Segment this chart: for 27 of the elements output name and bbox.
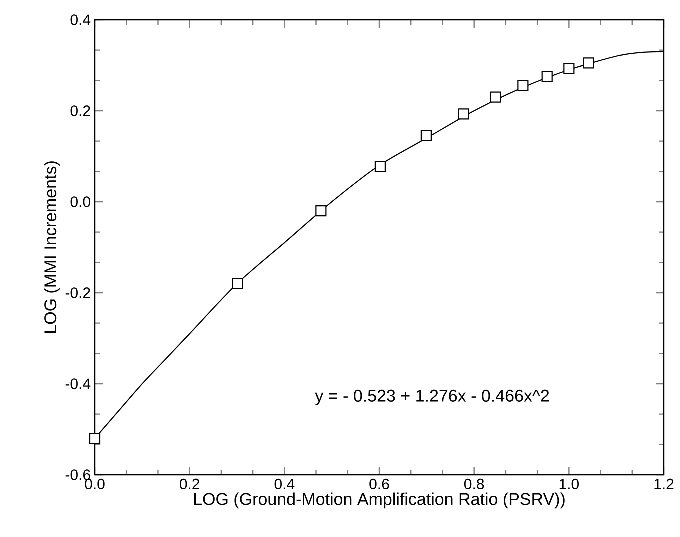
point: [542, 71, 553, 82]
x-tick-label: 0.4: [274, 478, 295, 490]
y-tick-label: 0.2: [70, 106, 90, 116]
annotation: y = - 0.523 + 1.276x - 0.466x^2: [315, 390, 550, 406]
point: [232, 278, 244, 290]
x-tick-label: 1.2: [654, 478, 674, 490]
x-tick-label: 0.6: [370, 478, 390, 490]
y-tick-label: 0.0: [70, 196, 90, 208]
point: [89, 433, 101, 444]
x-tick-label: 0.8: [464, 478, 484, 490]
y-tick-label: -0.4: [66, 378, 91, 390]
x-tick-label: 0.2: [180, 478, 200, 490]
x-axis-title: LOG (Ground-Motion Amplification Ratio (PSRV)): [194, 492, 565, 509]
y-tick-label: -0.6: [66, 470, 90, 480]
x-tick-label: 0.0: [85, 478, 105, 490]
y-axis-title: LOG (MMI Increments): [44, 162, 60, 333]
y-tick-label: -0.2: [66, 288, 90, 298]
x-tick-label: 1.0: [560, 478, 579, 490]
point: [518, 80, 529, 92]
point: [490, 92, 502, 103]
point: [374, 161, 386, 172]
point: [458, 108, 470, 120]
point: [316, 206, 327, 217]
point: [583, 58, 594, 69]
point: [420, 130, 432, 142]
point: [564, 63, 575, 74]
y-tick-label: 0.4: [70, 14, 91, 26]
